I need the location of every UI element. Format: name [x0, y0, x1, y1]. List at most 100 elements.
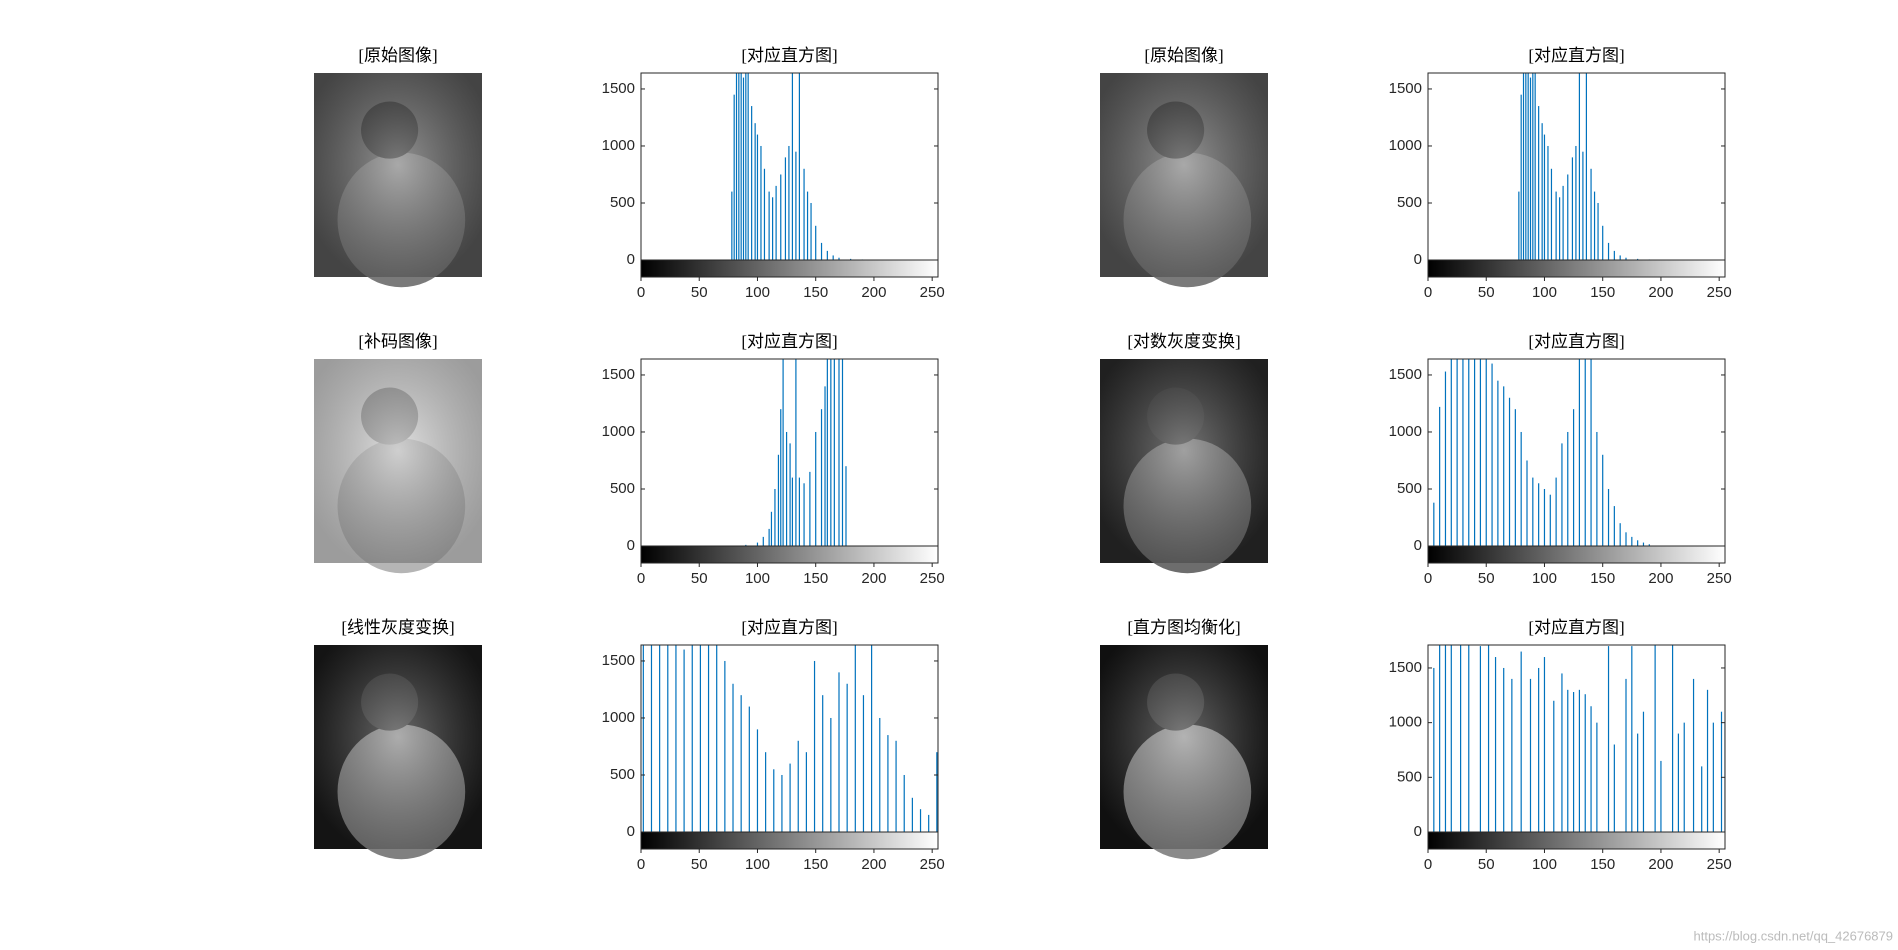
bar [1534, 73, 1536, 260]
bar [815, 431, 817, 546]
bar [833, 359, 835, 546]
y-tick-label: 1000 [1389, 714, 1422, 731]
bar [845, 466, 847, 546]
x-tick-label: 100 [1532, 856, 1557, 873]
watermark: https://blog.csdn.net/qq_42676879 [1694, 928, 1894, 943]
x-tick-label: 250 [920, 856, 945, 873]
bar [1561, 443, 1563, 546]
bar [1543, 657, 1546, 832]
colorbar [640, 831, 939, 850]
y-tick-label: 1500 [602, 652, 635, 669]
bar [1555, 477, 1557, 546]
bar [795, 359, 797, 546]
x-tick-label: 200 [861, 570, 886, 587]
y-tick-label: 1000 [1389, 423, 1422, 440]
y-tick-label: 1000 [602, 709, 635, 726]
bar [740, 695, 742, 832]
bar [745, 544, 747, 546]
bar [754, 123, 756, 260]
bars [731, 73, 863, 260]
bar [781, 774, 783, 832]
bar [716, 645, 718, 832]
bar [782, 359, 784, 546]
x-tick-label: 0 [1424, 856, 1432, 873]
bar [822, 695, 824, 832]
x-tick-label: 150 [803, 284, 828, 301]
bar [1468, 645, 1470, 832]
bar [707, 645, 710, 832]
x-tick-label: 250 [1707, 570, 1732, 587]
y-tick-label: 1000 [1389, 137, 1422, 154]
bar [854, 645, 856, 832]
bar [1456, 359, 1458, 546]
colorbar [1427, 259, 1726, 278]
bar [1450, 645, 1452, 832]
bar [1660, 760, 1662, 832]
bar [838, 672, 840, 832]
bar [1607, 488, 1610, 546]
bar [1567, 174, 1569, 260]
chart-title: [对应直方图] [741, 618, 837, 637]
bar [830, 717, 832, 832]
bar [1585, 73, 1587, 260]
x-tick-label: 150 [803, 570, 828, 587]
chart-title: [对应直方图] [1528, 46, 1624, 65]
bar [691, 645, 693, 832]
bar [1642, 711, 1645, 832]
bar [1631, 536, 1633, 546]
bar [1514, 409, 1516, 546]
bar [838, 359, 840, 546]
bar [1596, 431, 1598, 546]
image-title: [原始图像] [1144, 46, 1223, 65]
bar [1497, 380, 1499, 546]
bar [1602, 225, 1604, 260]
bar [798, 477, 800, 546]
x-tick-label: 150 [1590, 856, 1615, 873]
bar [724, 660, 726, 832]
bar [846, 683, 848, 832]
bar [760, 145, 762, 260]
bar [763, 168, 766, 260]
bar [780, 174, 782, 260]
bar [733, 94, 735, 260]
bar [803, 483, 805, 546]
chart-title: [对应直方图] [1528, 618, 1624, 637]
bar [1462, 359, 1464, 546]
bars [642, 645, 938, 832]
bars [745, 359, 847, 546]
bar [774, 488, 776, 546]
bar [1479, 646, 1482, 832]
bar [1590, 706, 1592, 832]
bar [1538, 106, 1540, 260]
bar [765, 752, 767, 832]
bar [1527, 73, 1529, 260]
colorbar [640, 545, 939, 564]
x-tick-label: 50 [1478, 570, 1495, 587]
x-tick-label: 100 [1532, 284, 1557, 301]
bar [1567, 431, 1569, 546]
bar [1578, 359, 1581, 546]
x-tick-label: 250 [920, 570, 945, 587]
colorbar [1427, 545, 1726, 564]
bar [777, 454, 780, 546]
y-tick-label: 1500 [602, 366, 635, 383]
bar [1522, 73, 1525, 260]
bar [738, 73, 740, 260]
bar [784, 157, 787, 260]
bar [1607, 242, 1610, 260]
bar [1607, 646, 1610, 832]
bar [887, 735, 889, 832]
bar [1559, 197, 1561, 260]
bar [1541, 123, 1543, 260]
bar [1547, 145, 1549, 260]
x-tick-label: 200 [1648, 284, 1673, 301]
x-tick-label: 0 [637, 570, 645, 587]
bar [1532, 477, 1534, 546]
bar [803, 168, 805, 260]
bar [797, 740, 799, 832]
bar [1526, 460, 1528, 546]
bar [1572, 692, 1575, 832]
bar [1625, 532, 1627, 546]
x-tick-label: 200 [1648, 856, 1673, 873]
bar [806, 191, 809, 260]
